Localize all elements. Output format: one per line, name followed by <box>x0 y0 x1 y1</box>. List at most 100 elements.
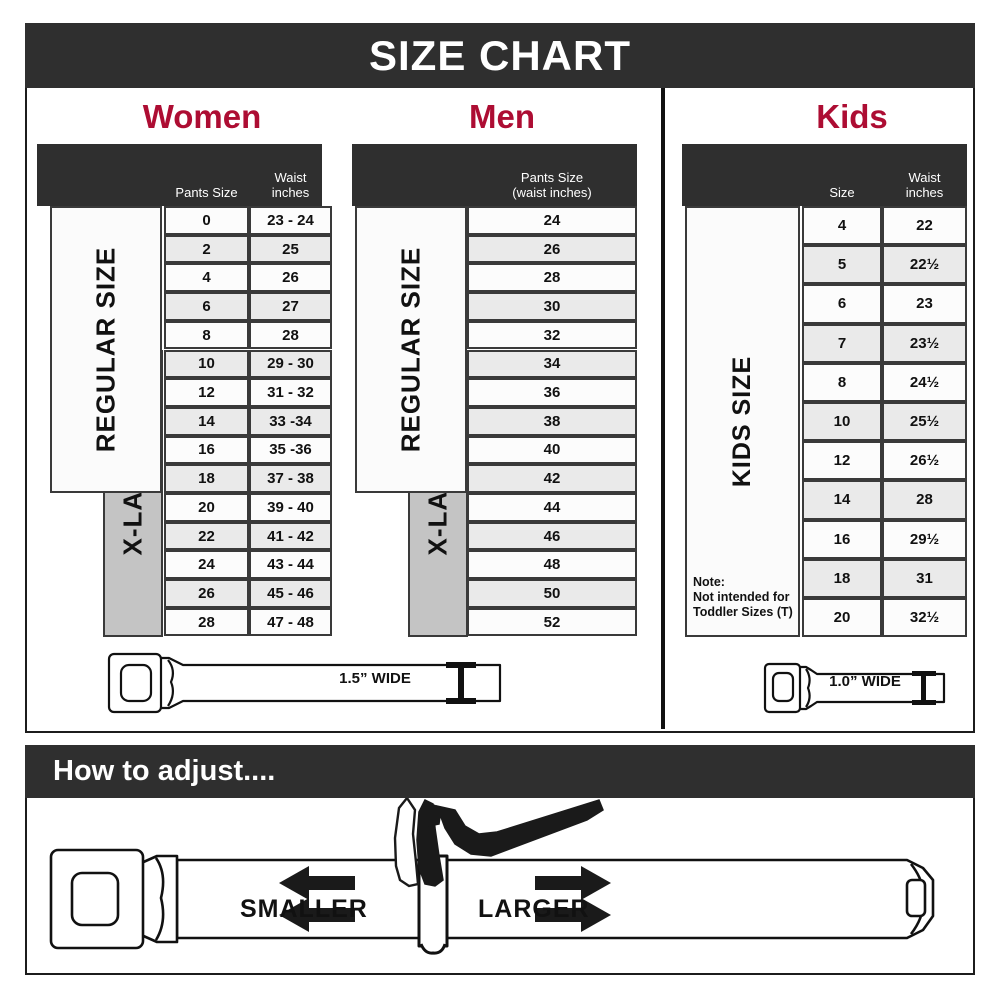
women-cell-waist: 35 -36 <box>249 435 332 465</box>
table-row: 6 27 <box>164 292 332 321</box>
adult-belt-width-diagram <box>107 652 502 714</box>
women-cell-size: 22 <box>164 521 249 551</box>
kids-cell-size: 5 <box>802 245 882 285</box>
women-col-header-waist: Waist inches <box>249 170 332 200</box>
women-table-rows: 0 23 - 24 2 25 4 26 6 27 8 28 10 29 - 30 12 31 - 32 14… <box>37 88 332 688</box>
women-cell-waist: 31 - 32 <box>249 378 332 407</box>
women-cell-waist: 41 - 42 <box>249 521 332 551</box>
kids-band: KIDS SIZE <box>685 206 800 638</box>
hand-icon <box>393 798 604 888</box>
kids-cell-size: 6 <box>802 284 882 324</box>
kids-table-rows: 4 22 5 22½ 6 23 7 23½ 8 24½ 10 25½ 12 26½ 14 28 16 29½ 18 3… <box>682 88 967 688</box>
kids-bands: KIDS SIZE Note: Not intended for Toddler… <box>682 88 967 688</box>
section-title-men: Men <box>469 98 535 135</box>
women-cell-waist: 45 - 46 <box>249 579 332 608</box>
kids-cell-size: 14 <box>802 480 882 520</box>
arrow-right-bottom <box>535 898 611 932</box>
table-row: 52 <box>467 607 637 637</box>
table-row: 10 29 - 30 <box>164 349 332 379</box>
table-row: 44 <box>467 493 637 522</box>
belt-adjust-diagram <box>49 798 935 955</box>
table-row: 0 23 - 24 <box>164 206 332 235</box>
table-row: 38 <box>467 406 637 436</box>
men-cell-size: 24 <box>467 206 637 235</box>
table-row: 46 <box>467 521 637 551</box>
men-col-header-line1: Pants Size <box>520 170 584 185</box>
women-cell-size: 28 <box>164 607 249 637</box>
men-table-rows: 24 26 28 30 32 34 36 38 40 42 44 46 48 50 52 <box>352 88 637 688</box>
women-cell-size: 0 <box>164 206 249 235</box>
table-row: 10 25½ <box>802 402 967 442</box>
table-row: 22 41 - 42 <box>164 521 332 551</box>
table-row: 16 35 -36 <box>164 435 332 465</box>
women-cell-size: 10 <box>164 349 249 379</box>
women-cell-waist: 26 <box>249 263 332 293</box>
charts-frame: Women Men Kids Pants Size Waist inches X… <box>25 88 975 733</box>
table-row: 14 33 -34 <box>164 406 332 436</box>
women-cell-size: 18 <box>164 464 249 493</box>
table-row: 24 <box>467 206 637 235</box>
howto-adjust-title: How to adjust.... <box>53 755 276 787</box>
men-cell-size: 32 <box>467 320 637 350</box>
women-table-header: Pants Size Waist inches <box>37 144 322 206</box>
table-row: 6 23 <box>802 284 967 324</box>
adult-belt-width-label: 1.5” WIDE <box>339 670 411 687</box>
page-title-bar: SIZE CHART <box>25 23 975 88</box>
table-row: 8 24½ <box>802 362 967 402</box>
kids-cell-size: 18 <box>802 558 882 598</box>
women-col-header-pants-size: Pants Size <box>175 185 238 200</box>
kids-cell-waist: 25½ <box>882 402 967 442</box>
women-cell-waist: 43 - 44 <box>249 550 332 580</box>
table-row: 24 43 - 44 <box>164 550 332 580</box>
table-row: 28 <box>467 263 637 293</box>
page-title: SIZE CHART <box>369 31 631 79</box>
table-row: 16 29½ <box>802 519 967 559</box>
kids-col-header-waist-line1: Waist <box>908 170 941 185</box>
width-measure-marker <box>912 671 936 705</box>
table-row: 20 32½ <box>802 598 967 638</box>
women-band-regular: REGULAR SIZE <box>50 206 162 493</box>
howto-adjust-panel <box>25 798 975 975</box>
kids-col-header-waist-line2: inches <box>905 185 944 200</box>
women-cell-size: 20 <box>164 493 249 522</box>
men-cell-size: 30 <box>467 292 637 321</box>
men-cell-size: 38 <box>467 406 637 436</box>
table-row: 12 26½ <box>802 441 967 481</box>
kids-table-header: Size Waist inches <box>682 144 967 206</box>
men-cell-size: 44 <box>467 493 637 522</box>
section-title-kids: Kids <box>816 98 888 135</box>
men-size-table: Pants Size (waist inches) X-LARGE REGULA… <box>352 88 652 648</box>
table-row: 32 <box>467 320 637 350</box>
howto-adjust-bar: How to adjust.... <box>25 745 975 798</box>
women-cell-size: 8 <box>164 320 249 350</box>
kids-cell-waist: 26½ <box>882 441 967 481</box>
kids-section-divider <box>661 88 665 729</box>
kids-cell-size: 8 <box>802 362 882 402</box>
kids-col-header-size: Size <box>829 185 855 200</box>
women-cell-size: 12 <box>164 378 249 407</box>
women-cell-size: 6 <box>164 292 249 321</box>
table-row: 5 22½ <box>802 245 967 285</box>
men-col-header-line2: (waist inches) <box>512 185 592 200</box>
men-cell-size: 28 <box>467 263 637 293</box>
kids-cell-waist: 31 <box>882 558 967 598</box>
table-row: 42 <box>467 464 637 493</box>
women-cell-waist: 37 - 38 <box>249 464 332 493</box>
women-cell-waist: 39 - 40 <box>249 493 332 522</box>
kids-note-line1: Note: <box>693 575 725 590</box>
kids-cell-waist: 22 <box>882 206 967 246</box>
table-row: 2 25 <box>164 234 332 264</box>
women-bands: X-LARGE REGULAR SIZE <box>37 88 322 688</box>
men-cell-size: 42 <box>467 464 637 493</box>
men-bands: X-LARGE REGULAR SIZE <box>352 88 637 688</box>
women-col-header-waist-line1: Waist <box>274 170 307 185</box>
women-cell-size: 26 <box>164 579 249 608</box>
table-row: 50 <box>467 579 637 608</box>
kids-size-table: Size Waist inches KIDS SIZE Note: Not in… <box>682 88 982 648</box>
table-row: 14 28 <box>802 480 967 520</box>
kids-cell-waist: 22½ <box>882 245 967 285</box>
men-cell-size: 36 <box>467 378 637 407</box>
table-row: 30 <box>467 292 637 321</box>
table-row: 40 <box>467 435 637 465</box>
kids-note-line3: Toddler Sizes (T) <box>693 605 793 620</box>
